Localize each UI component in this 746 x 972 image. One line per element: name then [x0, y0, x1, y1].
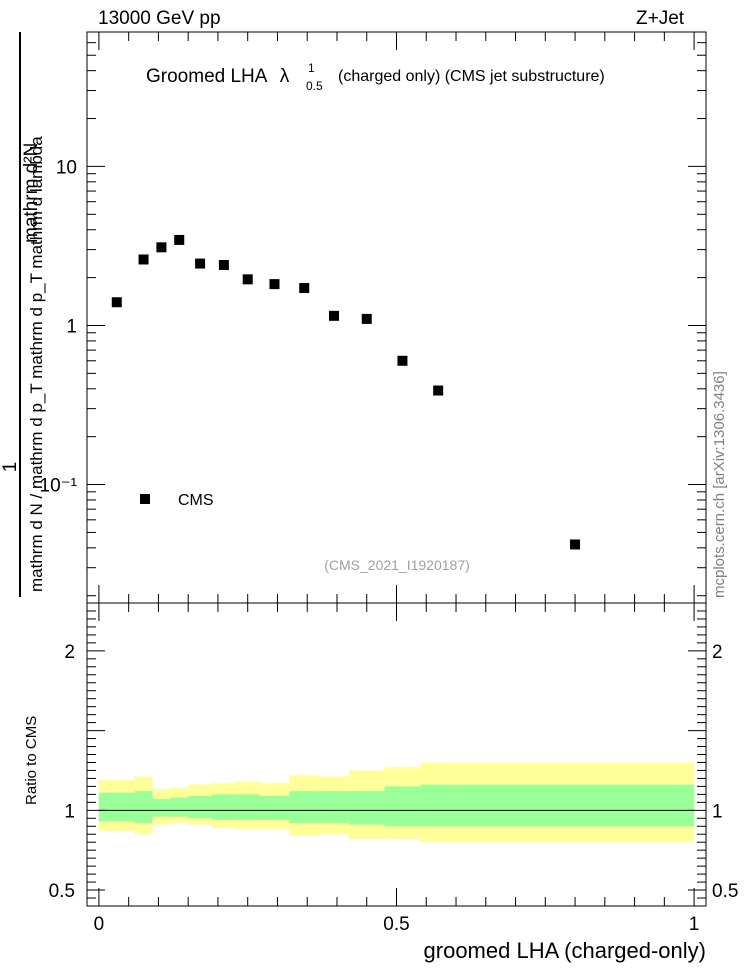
cms-data-point: [218, 260, 229, 271]
ratio-y-tick-label: 2: [64, 642, 75, 663]
cms-data-point: [570, 539, 581, 550]
ratio-y-tick-label-right: 0.5: [712, 881, 738, 902]
stat-band-bin-4: [188, 795, 212, 819]
analysis-tag: (CMS_2021_I1920187): [324, 557, 470, 573]
y-label-one: 1: [0, 462, 21, 473]
main-panel: 10 1 10⁻¹ CMS: [40, 31, 707, 604]
y-label-denominator: mathrm d N / mathrm d p_T mathrm d p_T m…: [27, 136, 46, 592]
title-suffix: (charged only) (CMS jet substructure): [338, 68, 605, 85]
cms-data-point: [329, 310, 340, 321]
x-tick-label: 1: [689, 914, 700, 935]
ratio-panel: 0 0.5 1 2 2 1 1 0.5 0.5: [49, 602, 738, 935]
stat-band-bin-12: [420, 784, 457, 827]
stat-band-bin-8: [289, 791, 320, 824]
legend-marker-cms: [140, 494, 150, 504]
stat-band-bin-2: [152, 799, 171, 817]
stat-band-bin-3: [170, 797, 189, 817]
stat-band-bin-5: [211, 794, 236, 820]
cms-data-point: [397, 355, 408, 366]
ratio-frame: [86, 602, 707, 907]
y-label-numerator: mathrm d²N: [21, 143, 42, 243]
cms-data-point: [299, 283, 310, 294]
stat-band-bin-9: [319, 791, 349, 824]
y-label-fraction-bar: [19, 32, 21, 597]
ratio-y-label: Ratio to CMS: [23, 716, 40, 805]
cms-data-point: [361, 313, 372, 324]
main-y-tick-label: 1: [66, 316, 77, 337]
cms-data-point: [156, 242, 167, 253]
main-y-tick-label: 10: [56, 157, 77, 178]
ratio-y-tick-label-right: 1: [712, 801, 723, 822]
ratio-y-tick-label: 1: [64, 801, 75, 822]
cms-data-point: [195, 258, 206, 269]
stat-band-bin-7: [259, 795, 290, 820]
cms-data-point: [269, 279, 280, 290]
cms-data-point: [174, 234, 185, 245]
process-label: Z+Jet: [636, 8, 685, 29]
stat-band-bin-11: [384, 786, 421, 827]
title-lambda: λ: [280, 66, 290, 87]
energy-label: 13000 GeV pp: [98, 8, 221, 29]
stat-band-bin-10: [348, 791, 385, 825]
title-sup: 1: [308, 61, 315, 75]
legend-label-cms: CMS: [178, 492, 214, 509]
cms-data-point: [111, 297, 122, 308]
main-frame: [86, 31, 707, 604]
stat-band-bin-13: [456, 784, 695, 827]
cms-data-point: [242, 274, 253, 285]
cms-data-point: [138, 254, 149, 265]
stat-band-bin-1: [134, 791, 153, 824]
stat-band-bin-0: [98, 792, 135, 822]
stat-band-bin-6: [235, 794, 260, 820]
ratio-y-tick-label-right: 2: [712, 642, 723, 663]
title-prefix: Groomed LHA: [146, 66, 268, 87]
title-sub: 0.5: [306, 79, 323, 93]
main-y-tick-label: 10⁻¹: [40, 476, 78, 497]
x-tick-label: 0: [94, 914, 105, 935]
cms-data-point: [433, 385, 444, 396]
side-label: mcplots.cern.ch [arXiv:1306.3436]: [711, 371, 728, 598]
x-tick-label: 0.5: [383, 914, 409, 935]
x-axis-label: groomed LHA (charged-only): [424, 938, 706, 963]
plot-title: Groomed LHA λ: [146, 66, 290, 87]
y-axis-label: mathrm d²N 1 mathrm d N / mathrm d p_T m…: [0, 32, 46, 597]
ratio-y-tick-label: 0.5: [49, 881, 75, 902]
